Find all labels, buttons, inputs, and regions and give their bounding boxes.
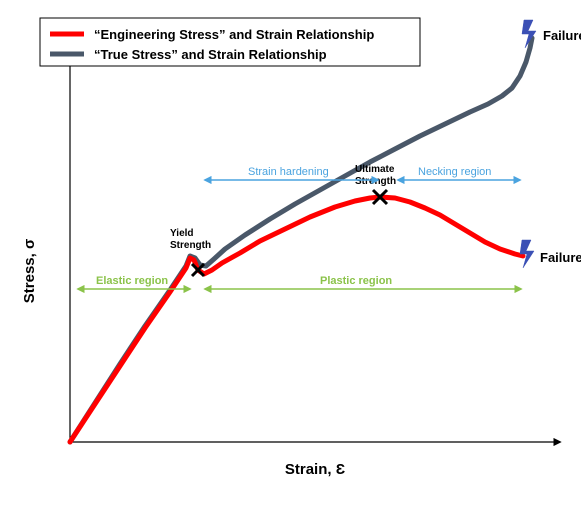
legend-label: “True Stress” and Strain Relationship [94,47,327,62]
ultimate-strength-label: Strength [355,176,396,187]
ultimate-strength-label: Ultimate [355,164,395,175]
elastic-region-label: Elastic region [96,275,168,287]
yield-strength-label: Strength [170,240,211,251]
strain-hardening-region-label: Strain hardening [248,166,329,178]
y-axis-label: Stress, σ [21,239,38,303]
stress-strain-diagram: Strain, ƐStress, σYieldStrengthUltimateS… [0,0,581,508]
plot-background [0,0,581,508]
x-axis-label: Strain, Ɛ [285,461,346,478]
yield-strength-label: Yield [170,228,194,239]
legend: “Engineering Stress” and Strain Relation… [40,18,420,66]
plastic-region-label: Plastic region [320,275,392,287]
necking-region-label: Necking region [418,166,491,178]
legend-label: “Engineering Stress” and Strain Relation… [94,27,374,42]
failure-label-right: Failure [540,250,581,265]
failure-label-top: Failure [543,28,581,43]
